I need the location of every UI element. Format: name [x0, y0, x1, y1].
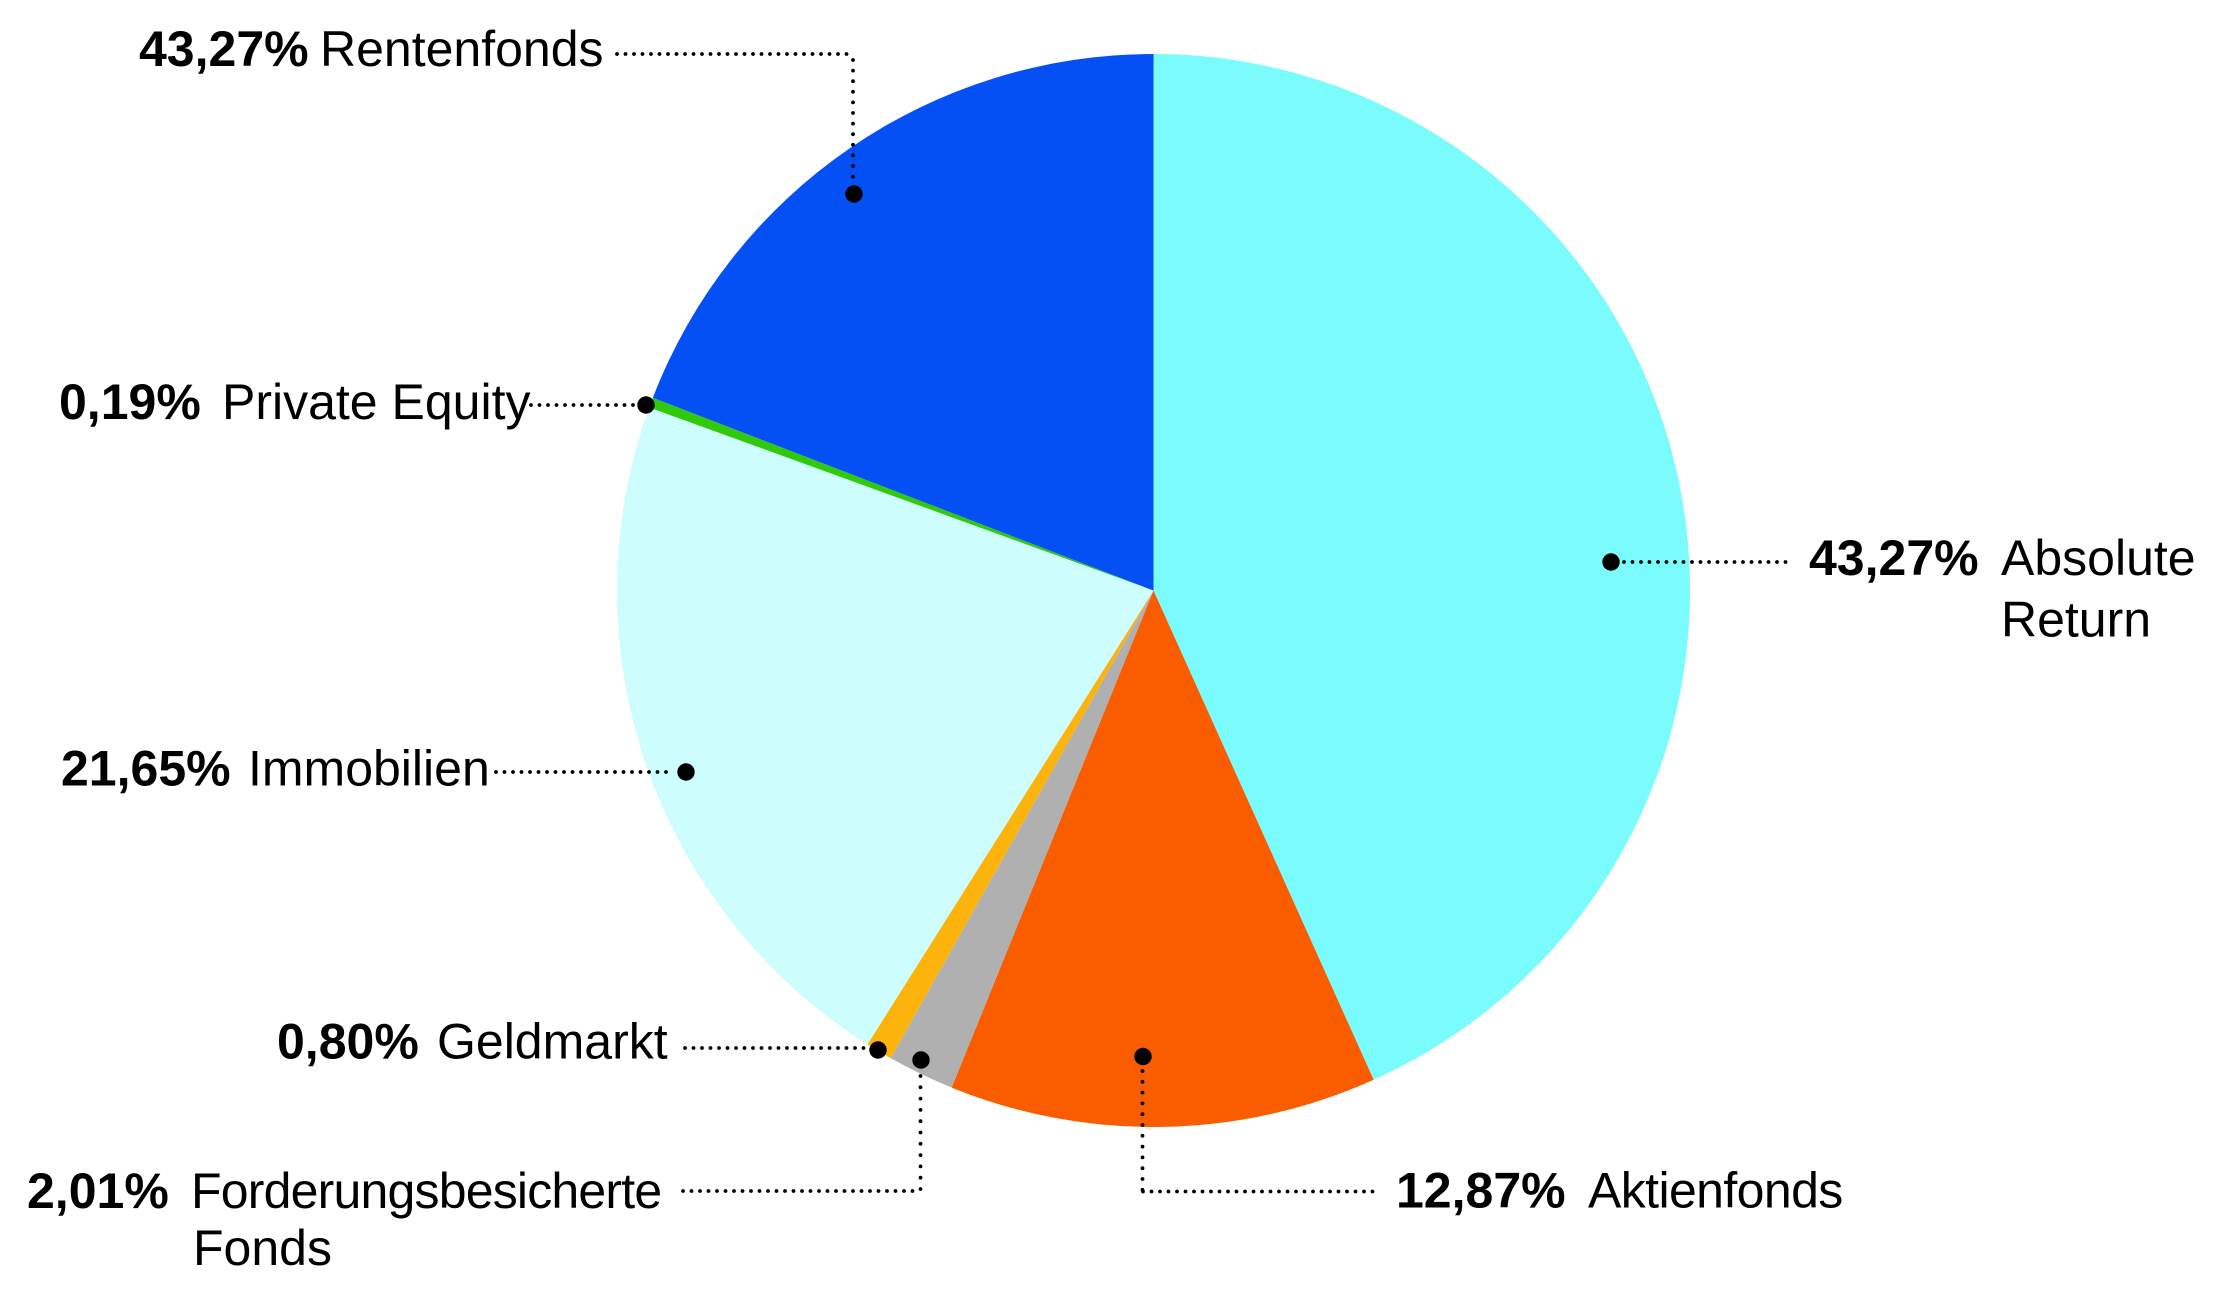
svg-text:Rentenfonds: Rentenfonds: [320, 21, 604, 77]
svg-text:43,27%: 43,27%: [1809, 530, 1979, 586]
svg-text:Geldmarkt: Geldmarkt: [437, 1014, 668, 1070]
svg-text:12,87%: 12,87%: [1396, 1163, 1566, 1219]
svg-text:Aktienfonds: Aktienfonds: [1588, 1163, 1843, 1219]
svg-text:43,27%: 43,27%: [139, 21, 309, 77]
svg-text:0,19%: 0,19%: [59, 374, 201, 430]
svg-text:Immobilien: Immobilien: [248, 741, 490, 797]
svg-text:Absolute: Absolute: [2001, 530, 2196, 586]
svg-text:Private Equity: Private Equity: [222, 374, 530, 430]
svg-text:21,65%: 21,65%: [61, 741, 231, 797]
svg-text:Return: Return: [2001, 591, 2151, 647]
svg-text:0,80%: 0,80%: [277, 1014, 419, 1070]
svg-text:Fonds: Fonds: [193, 1220, 332, 1276]
svg-text:Forderungsbesicherte: Forderungsbesicherte: [191, 1163, 661, 1219]
svg-text:2,01%: 2,01%: [27, 1163, 169, 1219]
